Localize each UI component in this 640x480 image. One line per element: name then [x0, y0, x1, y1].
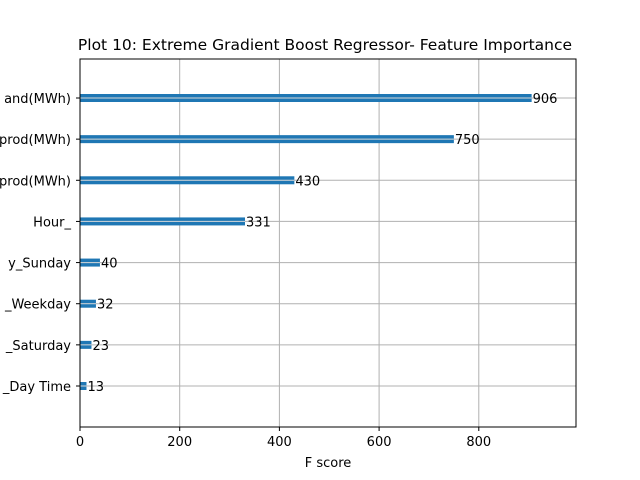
- x-tick-label: 200: [167, 435, 192, 450]
- y-tick-label: y_Sunday: [8, 257, 71, 272]
- x-tick-label: 0: [76, 435, 84, 450]
- plot-frame: [79, 58, 577, 428]
- y-tick-label: _Day Time: [2, 380, 71, 395]
- x-axis-label: F score: [305, 456, 352, 471]
- chart-title: Plot 10: Extreme Gradient Boost Regresso…: [78, 36, 572, 54]
- value-labels: 906 750 430 331 40 32 23 13: [87, 92, 557, 395]
- bars: [80, 94, 532, 390]
- x-tick-label: 600: [367, 435, 392, 450]
- x-tick-label: 800: [466, 435, 491, 450]
- bar-value-label: 40: [101, 257, 118, 272]
- bar-value-label: 331: [246, 215, 271, 230]
- y-tick-label: and(MWh): [4, 92, 71, 107]
- grid-lines: [79, 59, 576, 427]
- x-tick-label: 400: [267, 435, 292, 450]
- bar-value-label: 13: [87, 380, 104, 395]
- bar-value-label: 750: [455, 133, 480, 148]
- x-axis-ticks: 0 200 400 600 800: [76, 427, 491, 450]
- bar-value-label: 23: [92, 339, 109, 354]
- bar-value-label: 430: [295, 174, 320, 189]
- bar-value-label: 32: [97, 298, 114, 313]
- y-tick-label: prod(MWh): [0, 174, 71, 189]
- y-tick-label: _Weekday: [4, 298, 71, 313]
- bar-value-label: 906: [533, 92, 558, 107]
- y-tick-label: prod(MWh): [0, 133, 71, 148]
- y-tick-label: Hour_: [33, 215, 71, 230]
- y-tick-label: _Saturday: [5, 339, 71, 354]
- y-axis-ticks: and(MWh) prod(MWh) prod(MWh) Hour_ y_Sunday _…: [0, 92, 80, 395]
